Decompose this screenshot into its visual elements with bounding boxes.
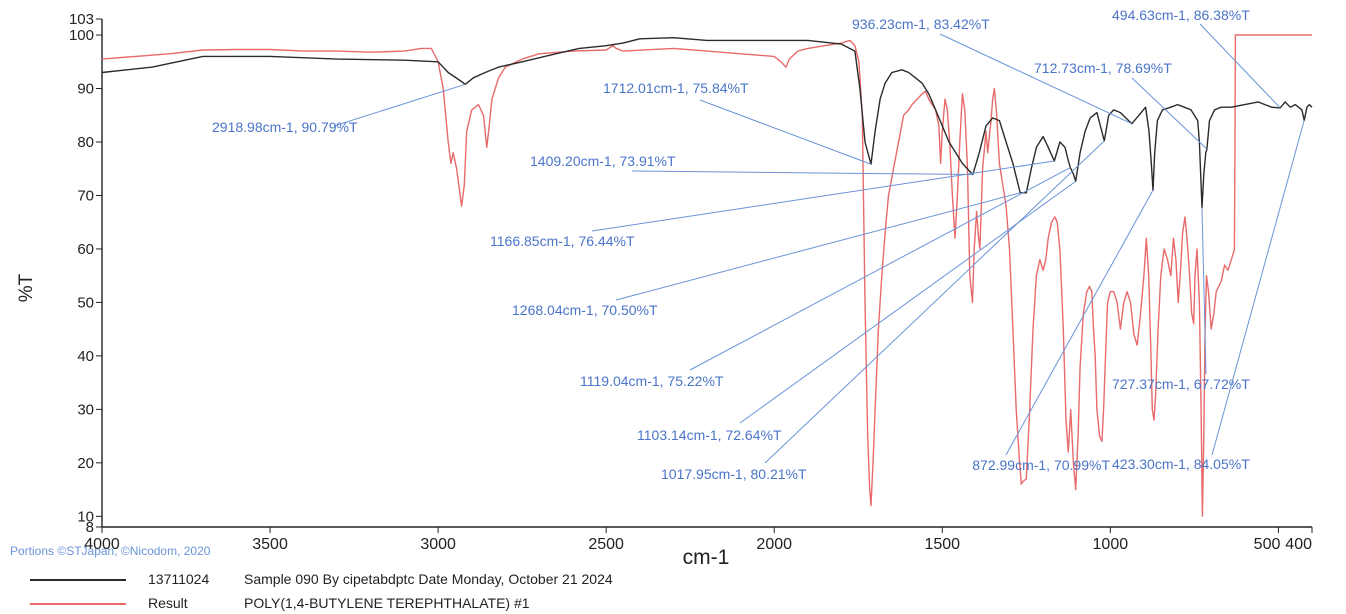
legend-series-description: Sample 090 By cipetabdptc Date Monday, O… (244, 571, 613, 587)
x-tick-label: 400 (1285, 536, 1312, 553)
annotation-leader-line (1005, 189, 1154, 456)
annotation-leader-line (1201, 207, 1207, 375)
legend-item: 13711024 Sample 090 By cipetabdptc Date … (0, 570, 1346, 590)
annotation-label: 1166.85cm-1, 76.44%T (490, 233, 635, 249)
y-tick-label: 70 (77, 187, 94, 204)
y-tick-label: 60 (77, 241, 94, 258)
x-tick-label: 2500 (588, 536, 624, 553)
annotation-leader-line (939, 33, 1132, 125)
x-tick-label: 3500 (252, 536, 288, 553)
y-tick-label: 40 (77, 348, 94, 365)
y-tick-label: 50 (77, 294, 94, 311)
credit-text: Portions ©STJapan, ©Nicodom, 2020 (10, 544, 211, 558)
annotation-label: 423.30cm-1, 84.05%T (1112, 456, 1250, 472)
x-tick-label: 4000 (84, 536, 120, 553)
annotation-label: 1103.14cm-1, 72.64%T (637, 427, 782, 443)
y-tick-label: 80 (77, 134, 94, 151)
y-axis-label: %T (16, 273, 37, 302)
series-line-result (101, 34, 1312, 517)
annotation-leader-line (764, 140, 1105, 464)
legend-series-name: 13711024 (148, 571, 210, 587)
y-tick-label: 103 (69, 11, 94, 28)
legend-series-description: POLY(1,4-BUTYLENE TEREPHTHALATE) #1 (244, 595, 530, 611)
annotation-label: 494.63cm-1, 86.38%T (1112, 7, 1250, 23)
series-line-13711024 (101, 37, 1313, 209)
annotation-label: 1119.04cm-1, 75.22%T (580, 373, 724, 389)
x-tick-label: 500 (1254, 536, 1281, 553)
x-tick-label: 3000 (420, 536, 456, 553)
annotation-leader-line (699, 99, 872, 165)
annotation-label: 1712.01cm-1, 75.84%T (603, 80, 749, 96)
annotation-leader-line (1131, 77, 1208, 150)
y-tick-label: 20 (77, 455, 94, 472)
legend-swatch-result (30, 603, 126, 605)
x-tick-label: 1000 (1093, 536, 1129, 553)
legend-series-name: Result (148, 595, 188, 611)
annotation-leader-line (1211, 120, 1305, 456)
y-tick-label: 8 (86, 519, 94, 536)
x-tick-label: 2000 (756, 536, 792, 553)
y-tick-label: 100 (69, 27, 94, 44)
annotation-leader-line (615, 192, 1021, 301)
y-tick-label: 10 (77, 508, 94, 525)
series-group (101, 34, 1313, 517)
annotation-leader-line (739, 180, 1076, 424)
x-tick-label: 1500 (924, 536, 960, 553)
annotation-leader-line (333, 83, 466, 127)
annotation-leader-line (591, 160, 1055, 232)
annotation-label: 936.23cm-1, 83.42%T (852, 16, 990, 32)
annotation-leader-line (1199, 23, 1281, 109)
x-axis-label: cm-1 (683, 546, 730, 566)
annotation-label: 1017.95cm-1, 80.21%T (661, 466, 807, 482)
annotation-label: 872.99cm-1, 70.99%T (972, 457, 1110, 473)
annotation-label: 712.73cm-1, 78.69%T (1034, 60, 1172, 76)
legend-item: Result POLY(1,4-BUTYLENE TEREPHTHALATE) … (0, 594, 1346, 614)
annotation-label: 727.37cm-1, 67.72%T (1112, 376, 1250, 392)
annotation-leader-line (631, 170, 973, 176)
annotation-label: 2918.98cm-1, 90.79%T (212, 119, 358, 135)
y-tick-label: 90 (77, 81, 94, 98)
legend-swatch-sample (30, 579, 126, 581)
y-tick-label: 30 (77, 401, 94, 418)
annotation-label: 1268.04cm-1, 70.50%T (512, 302, 658, 318)
annotations-group: 2918.98cm-1, 90.79%T 1712.01cm-1, 75.84%T… (212, 7, 1305, 482)
annotation-label: 1409.20cm-1, 73.91%T (530, 153, 676, 169)
annotation-leader-line (689, 167, 1071, 371)
